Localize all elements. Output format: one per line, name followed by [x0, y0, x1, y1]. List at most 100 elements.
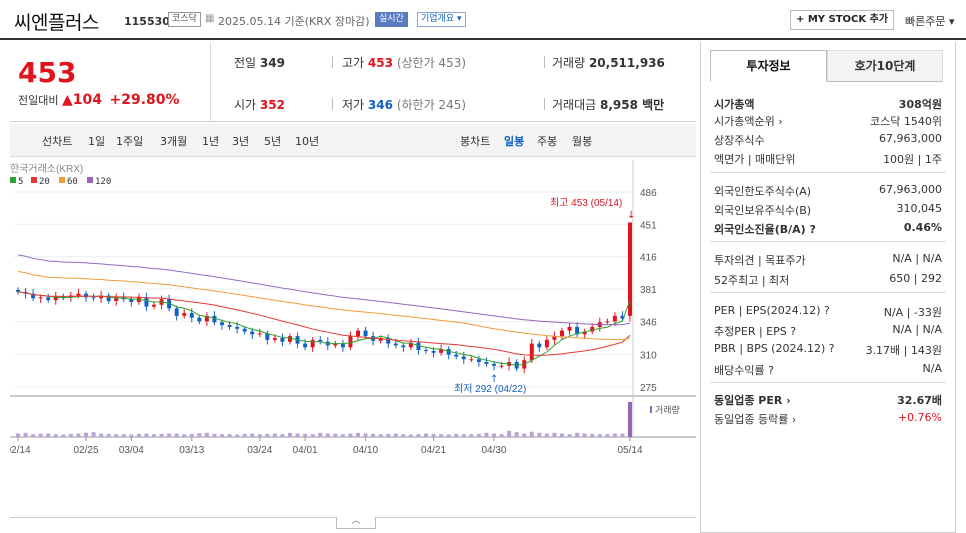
- volume-bar: [303, 433, 308, 437]
- candle-body: [492, 363, 496, 366]
- invest-row-value: 67,963,000: [879, 132, 942, 145]
- invest-row-value: 0.46%: [903, 221, 942, 234]
- candle-body: [91, 297, 96, 299]
- base-date: 2025.05.14 기준(KRX 장마감): [218, 15, 370, 28]
- tab-monthly[interactable]: 월봉: [572, 135, 593, 148]
- tab-orderbook-10[interactable]: 호가10단계: [827, 50, 943, 82]
- tab-1d[interactable]: 1일: [88, 135, 106, 148]
- invest-row: 시가총액순위 › 코스닥 1540위: [714, 113, 942, 129]
- high-arrow-icon: ↓: [627, 210, 635, 221]
- candle-body: [424, 350, 428, 352]
- quick-order-button[interactable]: 빠른주문 ▾: [905, 15, 955, 28]
- invest-row-value: 코스닥 1540위: [870, 115, 942, 128]
- invest-row: 상장주식수 67,963,000: [714, 132, 942, 148]
- ma-line-20: [17, 291, 631, 356]
- volume-bar: [99, 433, 104, 437]
- invest-row-label: 투자의견 | 목표주가: [714, 254, 806, 267]
- invest-row-label: 52주최고 | 최저: [714, 274, 790, 287]
- tab-3m[interactable]: 3개월: [160, 135, 188, 148]
- volume-bar: [590, 433, 595, 437]
- volume-bar: [567, 434, 572, 437]
- realtime-badge[interactable]: 실시간: [375, 12, 408, 27]
- volume-bar: [446, 434, 451, 437]
- candle-body: [552, 336, 557, 340]
- current-price: 453: [18, 56, 77, 89]
- invest-row-label: 외국인소진율(B/A) ?: [714, 223, 816, 236]
- legend-label: 60: [67, 177, 78, 187]
- price-change: 전일대비 ▲104 +29.80%: [18, 92, 180, 108]
- candle-body: [53, 296, 58, 301]
- legend-swatch: [31, 177, 37, 183]
- invest-row: 52주최고 | 최저 650 | 292: [714, 272, 942, 288]
- candle-body: [114, 297, 119, 302]
- invest-row: PBR | BPS (2024.12) ? 3.17배 | 143원: [714, 342, 942, 358]
- invest-row: 배당수익률 ? N/A: [714, 362, 942, 378]
- tab-1y[interactable]: 1년: [202, 135, 220, 148]
- candle-body: [454, 354, 459, 357]
- candle-body: [393, 343, 398, 346]
- volume-bar: [257, 434, 262, 437]
- legend-swatch: [87, 177, 93, 183]
- volume-bar: [469, 434, 474, 437]
- up-arrow-icon: ▲: [61, 92, 73, 108]
- invest-row-value: 650 | 292: [889, 272, 942, 285]
- tab-1w[interactable]: 1주일: [116, 135, 144, 148]
- candle-body: [38, 297, 43, 299]
- candle-body: [363, 330, 368, 337]
- volume-bar: [529, 431, 534, 437]
- tab-weekly[interactable]: 주봉: [537, 135, 558, 148]
- invest-row-value: 310,045: [896, 202, 943, 215]
- candle-body: [605, 321, 610, 323]
- candle-body: [439, 349, 444, 353]
- volume-bar: [53, 434, 58, 437]
- tab-invest-info[interactable]: 투자정보: [710, 50, 827, 82]
- candle-body: [560, 330, 564, 337]
- candle-body: [620, 315, 625, 319]
- volume-bar: [522, 433, 527, 437]
- tab-3y[interactable]: 3년: [232, 135, 250, 148]
- tab-10y[interactable]: 10년: [295, 135, 320, 148]
- invest-row: 추정PER | EPS ? N/A | N/A: [714, 323, 942, 339]
- tab-daily[interactable]: 일봉: [504, 135, 525, 148]
- volume-bar: [499, 434, 504, 437]
- candle-body: [182, 313, 187, 316]
- volume-bar: [378, 434, 383, 437]
- volume-legend-swatch: [650, 406, 652, 413]
- volume-bar: [220, 434, 224, 437]
- price-chart[interactable]: 486 451 416 381 346 310 275 한국거래소(KRX) 5 20 60 120 최…: [5, 160, 696, 465]
- volume-bar: [280, 434, 285, 437]
- invest-row-value: 3.17배 | 143원: [865, 344, 942, 357]
- volume-bar: [620, 433, 625, 437]
- candle-body: [529, 343, 534, 361]
- candle-body: [408, 342, 413, 348]
- expand-chart-button[interactable]: ︿: [336, 517, 376, 529]
- high-price: 고가 453 (상한가 453): [342, 56, 467, 70]
- tab-5y[interactable]: 5년: [264, 135, 282, 148]
- volume-bar: [310, 434, 315, 437]
- volume-bar: [333, 433, 338, 437]
- candle-chart-label: 봉차트: [460, 135, 491, 148]
- volume-bar: [16, 433, 20, 437]
- candle-body: [340, 343, 345, 348]
- candle-body: [318, 339, 323, 342]
- add-mystock-button[interactable]: + MY STOCK 추가: [790, 10, 894, 30]
- candle-body: [303, 343, 308, 348]
- legend-label: 5: [18, 177, 23, 187]
- y-tick-label: 381: [640, 285, 657, 296]
- quote-panel: 453 전일대비 ▲104 +29.80% 전일 349 고가 453 (상한가…: [10, 42, 696, 122]
- x-tick-label: 04/21: [421, 445, 446, 456]
- volume-bar: [325, 433, 330, 437]
- company-overview-button[interactable]: 기업개요 ▾: [417, 12, 466, 27]
- candle-body: [469, 359, 474, 361]
- invest-row-value: +0.76%: [897, 411, 942, 424]
- volume-bar: [242, 433, 247, 437]
- invest-row-label: 시가총액순위 ›: [714, 115, 783, 128]
- volume-bar: [136, 433, 141, 437]
- candle-body: [386, 338, 391, 344]
- volume-bar: [61, 434, 66, 437]
- volume-bar: [189, 433, 194, 437]
- candlestick-chart: 486 451 416 381 346 310 275 한국거래소(KRX) 5 20 60 120 최…: [5, 160, 696, 465]
- candle-body: [499, 365, 504, 367]
- invest-row: 시가총액 308억원: [714, 96, 942, 112]
